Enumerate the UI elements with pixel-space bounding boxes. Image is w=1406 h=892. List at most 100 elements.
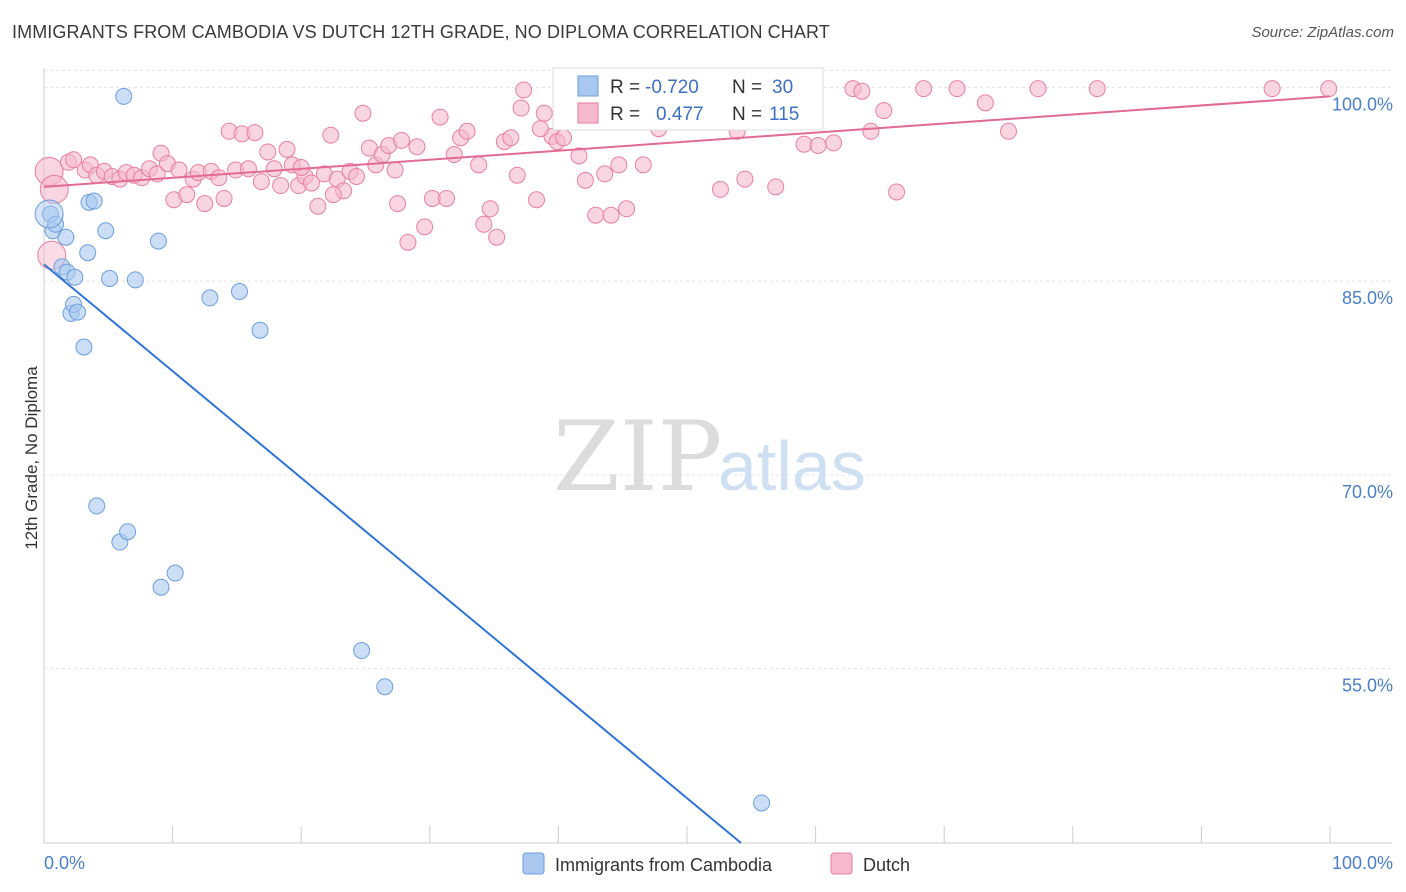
dutch-point-106 (1029, 80, 1047, 98)
cambodia-point-25 (152, 578, 170, 596)
dutch-point-60 (445, 146, 463, 164)
y-tick-label-1: 70.0% (1342, 482, 1393, 502)
legend-label-cambodia: Immigrants from Cambodia (555, 855, 773, 875)
cambodia-point-24 (119, 523, 137, 541)
legend-swatch-cambodia (522, 852, 545, 875)
stat-r-value-pink: 0.477 (656, 104, 704, 125)
dutch-point-107 (1088, 80, 1106, 98)
watermark-atlas: atlas (718, 427, 866, 505)
watermark: ZIP atlas (553, 401, 866, 513)
dutch-point-98 (853, 82, 871, 100)
cambodia-point-9 (68, 303, 86, 321)
dutch-point-105 (1000, 122, 1017, 140)
dutch-point-40 (309, 197, 327, 215)
cambodia-points (34, 87, 771, 812)
dutch-point-101 (888, 183, 906, 201)
dutch-point-78 (576, 171, 594, 189)
dutch-point-46 (347, 168, 365, 185)
stat-r-label-blue: R = (610, 77, 640, 98)
stat-n-value-blue: 30 (772, 77, 793, 98)
legend-swatch-dutch (830, 852, 853, 875)
dutch-point-58 (431, 108, 449, 126)
dutch-point-114 (389, 195, 407, 213)
y-tick-label-2: 85.0% (1342, 288, 1393, 308)
dutch-point-82 (610, 156, 628, 174)
stat-n-label-blue: N = (732, 77, 762, 98)
legend-swatch-pink (577, 102, 599, 124)
stat-r-label-pink: R = (610, 104, 640, 125)
dutch-point-75 (555, 129, 573, 147)
cambodia-point-14 (97, 222, 115, 240)
dutch-point-3 (65, 151, 83, 169)
dutch-point-35 (278, 140, 296, 158)
watermark-zip: ZIP (553, 401, 722, 513)
dutch-point-92 (767, 178, 785, 196)
dutch-point-25 (215, 189, 233, 207)
cambodia-point-28 (376, 678, 394, 696)
dutch-point-96 (825, 134, 843, 152)
stat-n-label-pink: N = (732, 104, 762, 125)
cambodia-cluster-point (34, 199, 64, 229)
dutch-point-108 (1263, 80, 1281, 98)
dutch-point-66 (488, 228, 506, 246)
cambodia-point-22 (88, 497, 106, 515)
cambodia-point-27 (353, 642, 371, 660)
x-tick-label-1: 100.0% (1332, 853, 1393, 873)
dutch-point-111 (531, 120, 549, 138)
dutch-point-31 (252, 173, 270, 191)
dutch-point-1 (39, 174, 69, 204)
dutch-point-71 (528, 191, 546, 209)
x-tick-label-0: 0.0% (44, 853, 85, 873)
cambodia-point-20 (230, 282, 248, 300)
dutch-point-62 (458, 122, 476, 140)
dutch-point-110 (512, 99, 530, 117)
y-axis-label: 12th Grade, No Diploma (22, 366, 41, 550)
dutch-point-34 (272, 177, 290, 195)
cambodia-point-8 (66, 268, 84, 286)
dutch-point-104 (976, 94, 994, 112)
cambodia-point-29 (753, 794, 771, 812)
dutch-point-64 (475, 215, 493, 233)
cambodia-point-21 (251, 321, 269, 339)
dutch-point-59 (438, 189, 456, 207)
chart-title: IMMIGRANTS FROM CAMBODIA VS DUTCH 12TH G… (12, 22, 830, 42)
dutch-point-19 (178, 186, 196, 204)
dutch-point-94 (795, 135, 813, 153)
legend-stats-box: R = -0.720 N = 30 R = 0.477 N = 115 (552, 67, 824, 131)
cambodia-trend-line (43, 263, 742, 844)
dutch-point-52 (386, 161, 404, 179)
dutch-point-53 (393, 131, 411, 149)
dutch-point-83 (618, 200, 636, 218)
dutch-point-18 (170, 161, 188, 179)
dutch-point-24 (210, 169, 228, 187)
cambodia-point-10 (75, 338, 93, 356)
dutch-point-22 (196, 195, 214, 213)
dutch-point-65 (481, 200, 499, 218)
dutch-point-56 (416, 218, 434, 236)
dutch-point-32 (259, 143, 277, 161)
legend-label-dutch: Dutch (863, 855, 910, 875)
y-tick-label-0: 55.0% (1342, 676, 1393, 696)
cambodia-point-26 (166, 564, 184, 582)
dutch-point-29 (239, 160, 257, 178)
dutch-point-47 (354, 104, 372, 122)
cambodia-point-19 (201, 289, 219, 307)
source-label: Source: ZipAtlas.com (1251, 24, 1394, 41)
cambodia-point-11 (79, 244, 97, 262)
dutch-point-70 (515, 81, 533, 99)
dutch-point-68 (502, 129, 520, 147)
dutch-point-84 (634, 156, 652, 174)
dutch-point-95 (809, 137, 827, 154)
dutch-point-57 (423, 189, 441, 207)
tick-labels: 55.0% 70.0% 85.0% 100.0% 0.0% 100.0% (44, 94, 1393, 873)
legend-swatch-blue (577, 75, 599, 97)
dutch-point-63 (470, 156, 488, 174)
dutch-point-42 (322, 126, 340, 144)
cambodia-point-4 (57, 228, 75, 246)
cambodia-point-17 (126, 271, 144, 289)
bottom-legend: Immigrants from Cambodia Dutch (522, 852, 910, 875)
dutch-point-54 (399, 233, 417, 251)
trend-lines (43, 95, 1331, 844)
dutch-point-72 (535, 104, 553, 122)
